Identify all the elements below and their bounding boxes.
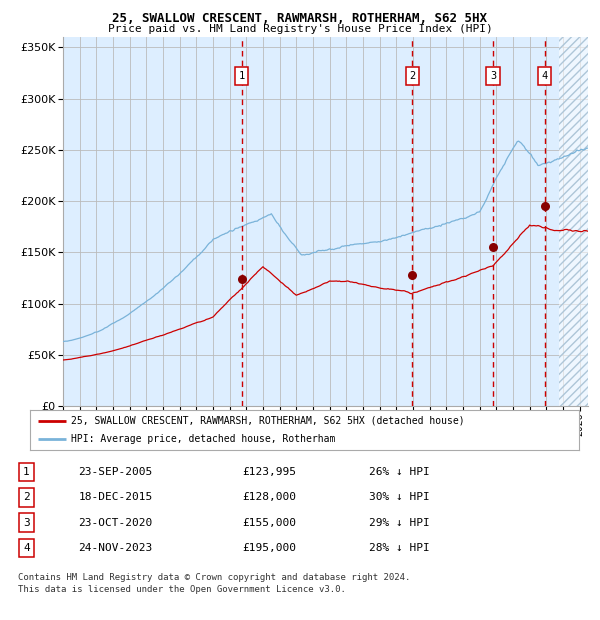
Text: Price paid vs. HM Land Registry's House Price Index (HPI): Price paid vs. HM Land Registry's House … (107, 24, 493, 33)
Text: 2: 2 (23, 492, 30, 502)
Text: 4: 4 (542, 71, 548, 81)
Bar (559, 37, 588, 406)
Text: £155,000: £155,000 (242, 518, 296, 528)
Text: 4: 4 (23, 542, 30, 553)
Text: 3: 3 (490, 71, 496, 81)
Text: HPI: Average price, detached house, Rotherham: HPI: Average price, detached house, Roth… (71, 434, 335, 444)
Text: 1: 1 (239, 71, 245, 81)
Text: 24-NOV-2023: 24-NOV-2023 (78, 542, 152, 553)
Text: 26% ↓ HPI: 26% ↓ HPI (369, 467, 430, 477)
Text: £195,000: £195,000 (242, 542, 296, 553)
Text: 18-DEC-2015: 18-DEC-2015 (78, 492, 152, 502)
Text: 25, SWALLOW CRESCENT, RAWMARSH, ROTHERHAM, S62 5HX: 25, SWALLOW CRESCENT, RAWMARSH, ROTHERHA… (113, 12, 487, 25)
Text: 29% ↓ HPI: 29% ↓ HPI (369, 518, 430, 528)
Bar (559, 37, 588, 406)
Text: 28% ↓ HPI: 28% ↓ HPI (369, 542, 430, 553)
Text: 2: 2 (409, 71, 415, 81)
Text: £123,995: £123,995 (242, 467, 296, 477)
Text: 23-SEP-2005: 23-SEP-2005 (78, 467, 152, 477)
Text: 3: 3 (23, 518, 30, 528)
Text: This data is licensed under the Open Government Licence v3.0.: This data is licensed under the Open Gov… (18, 585, 346, 594)
Text: 25, SWALLOW CRESCENT, RAWMARSH, ROTHERHAM, S62 5HX (detached house): 25, SWALLOW CRESCENT, RAWMARSH, ROTHERHA… (71, 416, 465, 426)
Text: Contains HM Land Registry data © Crown copyright and database right 2024.: Contains HM Land Registry data © Crown c… (18, 574, 410, 583)
Text: 1: 1 (23, 467, 30, 477)
Text: 23-OCT-2020: 23-OCT-2020 (78, 518, 152, 528)
Text: 30% ↓ HPI: 30% ↓ HPI (369, 492, 430, 502)
Text: £128,000: £128,000 (242, 492, 296, 502)
